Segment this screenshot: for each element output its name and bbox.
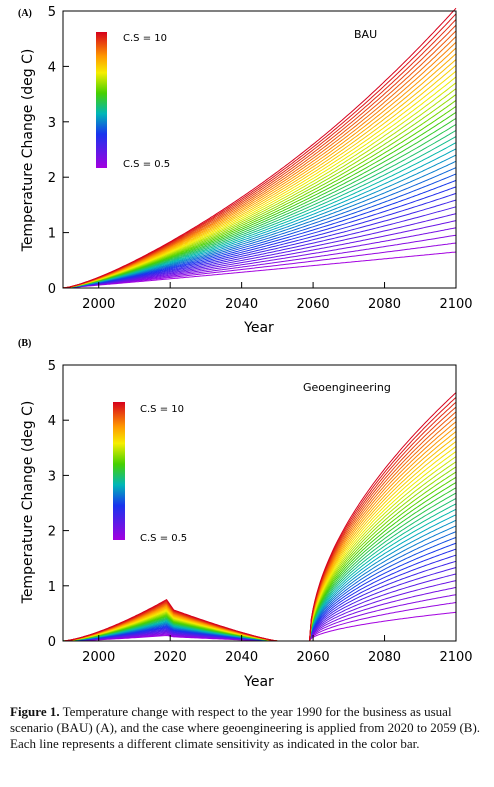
panel-a-series-line-7 <box>62 206 457 289</box>
panel-a-ylabel: Temperature Change (deg C) <box>20 49 36 253</box>
panel-b-colorbar <box>113 402 125 540</box>
caption-label: Figure 1. <box>10 704 60 719</box>
panel-b: (B) 2000 2020 2040 2060 2080 2100 0 1 2 3 4 5 C.S =… <box>18 338 473 690</box>
panel-a-series-line-40 <box>62 7 457 289</box>
panel-b-y-tick-label: 0 <box>48 635 56 650</box>
panel-a-x-tick-label: 2040 <box>225 297 258 312</box>
panel-a-series-line-20 <box>62 123 457 289</box>
panel-b-x-tick-label: 2000 <box>82 650 115 665</box>
panel-a-series-line-2 <box>62 242 457 289</box>
caption-text: Temperature change with respect to the y… <box>10 704 481 751</box>
panel-b-y-tick-label: 4 <box>48 414 56 429</box>
panel-a-ticks: 2000 2020 2040 2060 2080 2100 0 1 2 3 4 5 <box>48 5 473 312</box>
panel-b-colorbar-bottom-label: C.S = 0.5 <box>140 533 187 544</box>
panel-a-lines <box>62 7 457 289</box>
panel-a-y-tick-label: 5 <box>48 5 56 20</box>
panel-a-x-tick-label: 2080 <box>368 297 401 312</box>
panel-a-series-line-37 <box>62 24 457 289</box>
panel-b-y-tick-label: 1 <box>48 580 56 595</box>
panel-a-y-tick-label: 4 <box>48 60 56 75</box>
panel-a: (A) 2000 2020 2040 2060 2080 2100 0 1 2 3 4 5 C.S =… <box>18 5 473 336</box>
panel-a-colorbar <box>96 32 107 168</box>
panel-a-x-tick-label: 2100 <box>439 297 472 312</box>
figure-caption: Figure 1. Temperature change with respec… <box>10 704 486 752</box>
panel-a-series-line-32 <box>62 53 457 289</box>
panel-a-series-line-39 <box>62 13 457 289</box>
panel-a-series-line-1 <box>62 251 457 289</box>
panel-a-series-line-4 <box>62 227 457 289</box>
panel-a-y-tick-label: 2 <box>48 171 56 186</box>
panel-a-x-tick-label: 2060 <box>297 297 330 312</box>
panel-a-colorbar-top-label: C.S = 10 <box>123 33 167 44</box>
panel-a-title: BAU <box>354 28 377 41</box>
panel-a-y-tick-label: 1 <box>48 227 56 242</box>
panel-b-xlabel: Year <box>243 674 274 690</box>
panel-b-colorbar-top-label: C.S = 10 <box>140 404 184 415</box>
panel-b-x-tick-label: 2040 <box>225 650 258 665</box>
panel-b-x-tick-label: 2080 <box>368 650 401 665</box>
panel-a-plot-frame <box>62 10 457 289</box>
panel-b-plot-frame <box>62 364 457 642</box>
figure: (A) 2000 2020 2040 2060 2080 2100 0 1 2 3 4 5 C.S =… <box>18 5 473 690</box>
panel-a-series-line-3 <box>62 234 457 289</box>
panel-b-y-tick-label: 2 <box>48 525 56 540</box>
panel-a-x-tick-label: 2020 <box>154 297 187 312</box>
panel-b-x-tick-label: 2060 <box>297 650 330 665</box>
panel-a-x-tick-label: 2000 <box>82 297 115 312</box>
panel-b-lines <box>62 392 457 642</box>
panel-a-y-tick-label: 0 <box>48 282 56 297</box>
panel-b-series-line-40 <box>62 392 457 642</box>
panel-b-label: (B) <box>18 338 31 349</box>
panel-a-y-tick-label: 3 <box>48 116 56 131</box>
panel-b-x-tick-label: 2100 <box>439 650 472 665</box>
panel-b-title: Geoengineering <box>303 381 391 394</box>
panel-b-ylabel: Temperature Change (deg C) <box>20 401 36 605</box>
panel-b-ticks: 2000 2020 2040 2060 2080 2100 0 1 2 3 4 5 <box>48 359 473 665</box>
panel-a-series-line-6 <box>62 213 457 289</box>
panel-a-series-line-29 <box>62 70 457 289</box>
panel-b-x-tick-label: 2020 <box>154 650 187 665</box>
panel-b-y-tick-label: 5 <box>48 359 56 374</box>
panel-a-colorbar-bottom-label: C.S = 0.5 <box>123 159 170 170</box>
panel-b-y-tick-label: 3 <box>48 469 56 484</box>
panel-a-label: (A) <box>18 8 32 19</box>
panel-a-xlabel: Year <box>243 320 274 336</box>
